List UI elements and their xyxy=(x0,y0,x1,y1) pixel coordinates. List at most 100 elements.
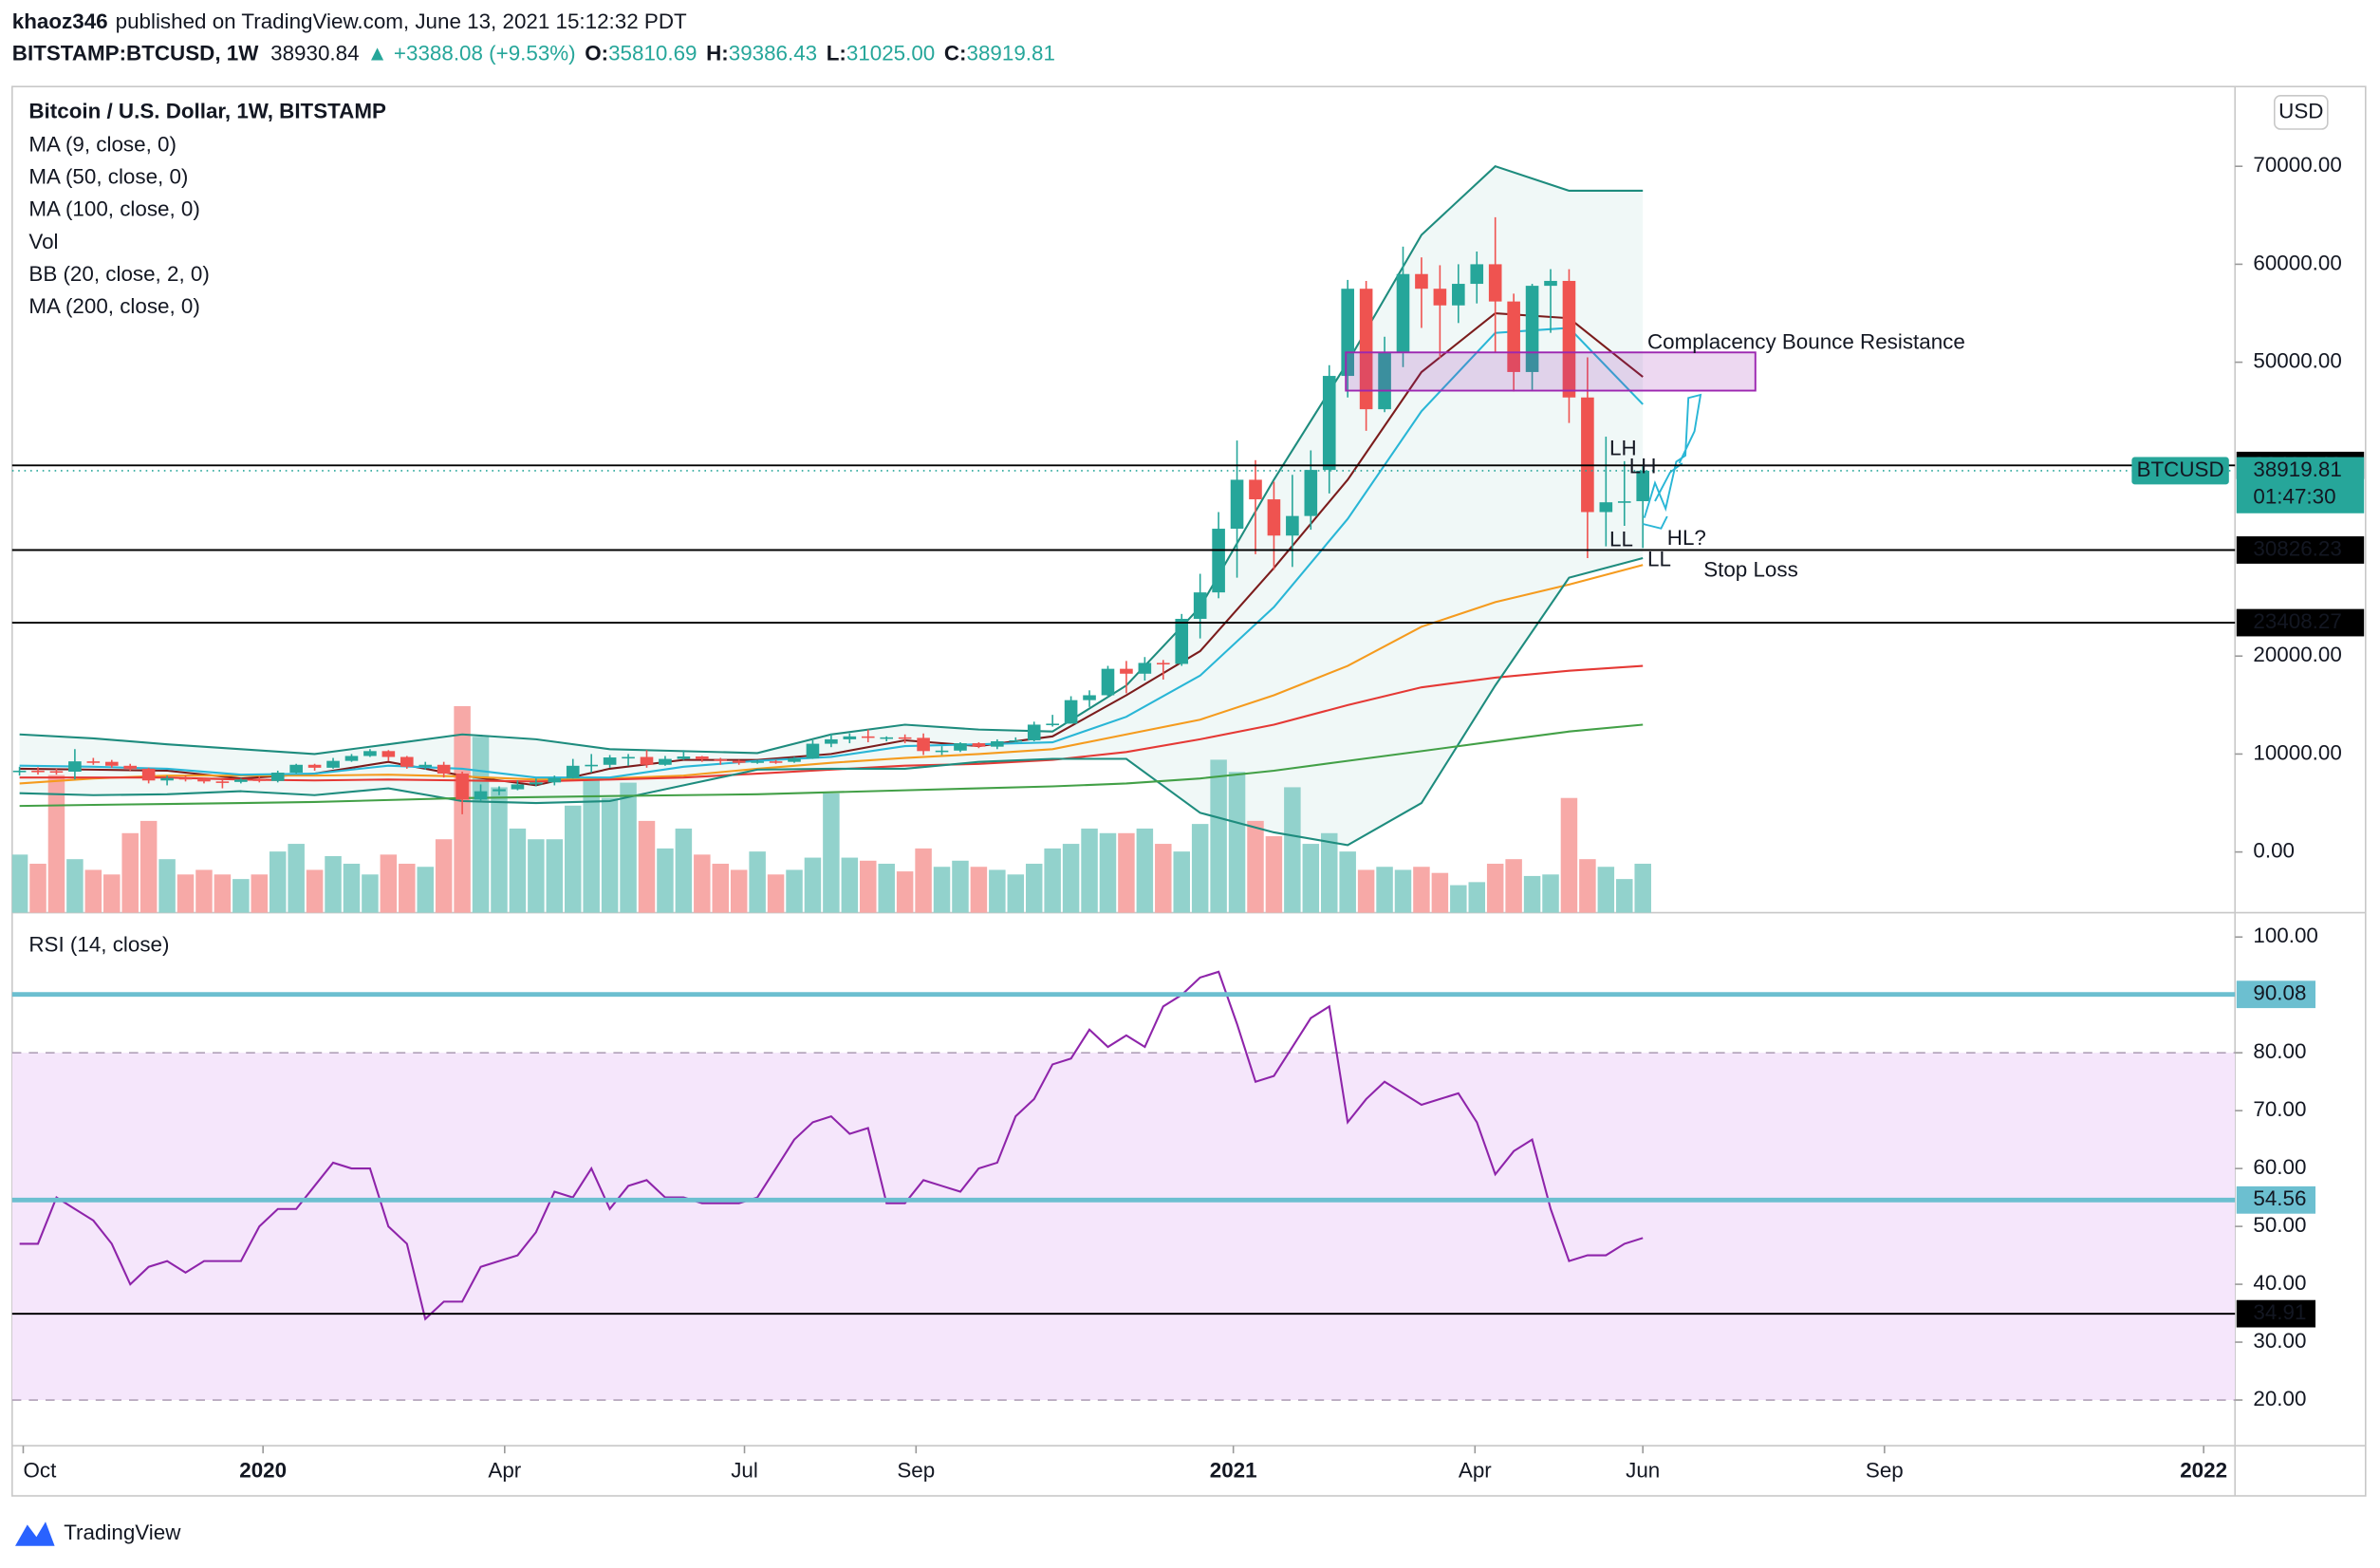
candle-body xyxy=(1267,499,1281,536)
logo-icon xyxy=(15,1521,55,1546)
candle-body xyxy=(548,777,562,783)
candle-body xyxy=(1138,663,1152,674)
volume-bar xyxy=(362,874,379,913)
candle-body xyxy=(825,738,838,744)
symbol-line: BITSTAMP:BTCUSD, 1W 38930.84 ▲ +3388.08 (+… xyxy=(12,42,1055,65)
candle-body xyxy=(381,751,396,757)
volume-bar xyxy=(1394,869,1412,913)
rsi-tick-label: 80.00 xyxy=(2253,1039,2306,1063)
candle-body xyxy=(1636,470,1650,502)
volume-bar xyxy=(749,851,766,913)
volume-bar xyxy=(1486,864,1504,913)
candle-body xyxy=(1562,280,1576,398)
volume-bar xyxy=(694,854,711,913)
indicator-line xyxy=(19,723,1644,808)
rsi-tick-label: 70.00 xyxy=(2253,1097,2306,1121)
volume-bar xyxy=(1431,872,1449,913)
volume-bar xyxy=(730,869,748,913)
volume-bar xyxy=(11,854,28,913)
bb-fill xyxy=(19,166,1644,846)
rsi-level-label: 54.56 xyxy=(2253,1186,2306,1210)
rsi-level-box xyxy=(2236,980,2315,1009)
countdown: 01:47:30 xyxy=(2253,485,2335,509)
candle-body xyxy=(1525,286,1539,372)
volume-bar xyxy=(841,857,859,913)
volume-bar xyxy=(251,874,269,913)
legend-entry: MA (50, close, 0) xyxy=(28,165,188,189)
ohlc-key: L: xyxy=(827,42,846,65)
x-tick-label: Jun xyxy=(1626,1458,1660,1482)
candle-body xyxy=(1175,618,1189,664)
candle-body xyxy=(1193,592,1207,619)
candle-body xyxy=(991,740,1004,747)
volume-bar xyxy=(767,874,785,913)
indicator-line xyxy=(19,327,1644,779)
volume-bar xyxy=(878,864,895,913)
candle-body xyxy=(178,777,193,780)
volume-bar xyxy=(1081,828,1098,913)
volume-bar xyxy=(1265,836,1283,913)
volume-bar xyxy=(1302,844,1320,913)
drawing-arrow xyxy=(1642,515,1668,530)
candle-body xyxy=(1101,668,1115,696)
candle-body xyxy=(68,761,82,772)
ohlc-value: 39386.43 xyxy=(729,42,817,65)
volume-bar xyxy=(1173,851,1190,913)
candle-body xyxy=(252,779,267,781)
volume-bar xyxy=(657,848,674,913)
author: khaoz346 xyxy=(12,9,108,33)
volume-bar xyxy=(1228,772,1246,913)
candle-body xyxy=(511,784,525,790)
volume-bar xyxy=(139,820,158,913)
ohlc-value: 35810.69 xyxy=(608,42,697,65)
volume-bar xyxy=(564,805,582,913)
volume-bar xyxy=(1339,851,1356,913)
volume-bar xyxy=(952,860,969,913)
ohlc-value: 31025.00 xyxy=(846,42,935,65)
volume-bar xyxy=(29,864,46,913)
x-tick-label: 2020 xyxy=(239,1458,287,1482)
x-tick-label: Sep xyxy=(897,1458,935,1482)
x-tick-label: Apr xyxy=(488,1458,521,1482)
level-label: 23408.27 xyxy=(2253,609,2341,633)
candle-body xyxy=(456,774,469,800)
candle-body xyxy=(215,781,230,783)
drawing-path xyxy=(1643,393,1702,518)
volume-bar xyxy=(288,844,305,913)
currency-button[interactable] xyxy=(2274,95,2329,130)
candle-body xyxy=(474,791,488,800)
candle-body xyxy=(917,737,930,752)
candle-body xyxy=(1452,284,1465,306)
volume-bar xyxy=(1118,832,1135,913)
candle-body xyxy=(49,771,64,774)
symbol: BITSTAMP:BTCUSD, 1W xyxy=(12,42,259,65)
rsi-tick-label: 50.00 xyxy=(2253,1213,2306,1237)
candle-body xyxy=(530,782,543,785)
annotation: LL xyxy=(1609,528,1633,551)
rsi-tick-label: 60.00 xyxy=(2253,1155,2306,1179)
candle-body xyxy=(12,770,27,773)
currency[interactable]: USD xyxy=(2278,99,2323,122)
volume-bar xyxy=(1579,859,1596,913)
annotation: LL xyxy=(1647,547,1671,570)
candle-body xyxy=(1544,280,1557,287)
volume-bar xyxy=(1099,832,1117,913)
volume-bar xyxy=(1597,867,1615,913)
candle-body xyxy=(954,743,967,751)
level-label-box xyxy=(2236,608,2365,637)
rsi-tick-label: 30.00 xyxy=(2253,1329,2306,1353)
candle-body xyxy=(714,759,728,761)
candle-body xyxy=(1396,273,1410,353)
candle-body xyxy=(141,768,156,781)
y-tick-label: 70000.00 xyxy=(2253,153,2341,177)
volume-bar xyxy=(896,871,914,913)
volume-bar xyxy=(214,874,232,913)
volume-bar xyxy=(1542,874,1559,913)
volume-bar xyxy=(546,839,564,913)
volume-bar xyxy=(1468,882,1486,913)
candle-body xyxy=(160,777,174,781)
chart-title: Bitcoin / U.S. Dollar, 1W, BITSTAMP xyxy=(28,99,386,122)
ohlc-key: H: xyxy=(706,42,729,65)
indicator-line xyxy=(19,564,1644,785)
volume-bar xyxy=(1247,820,1264,913)
